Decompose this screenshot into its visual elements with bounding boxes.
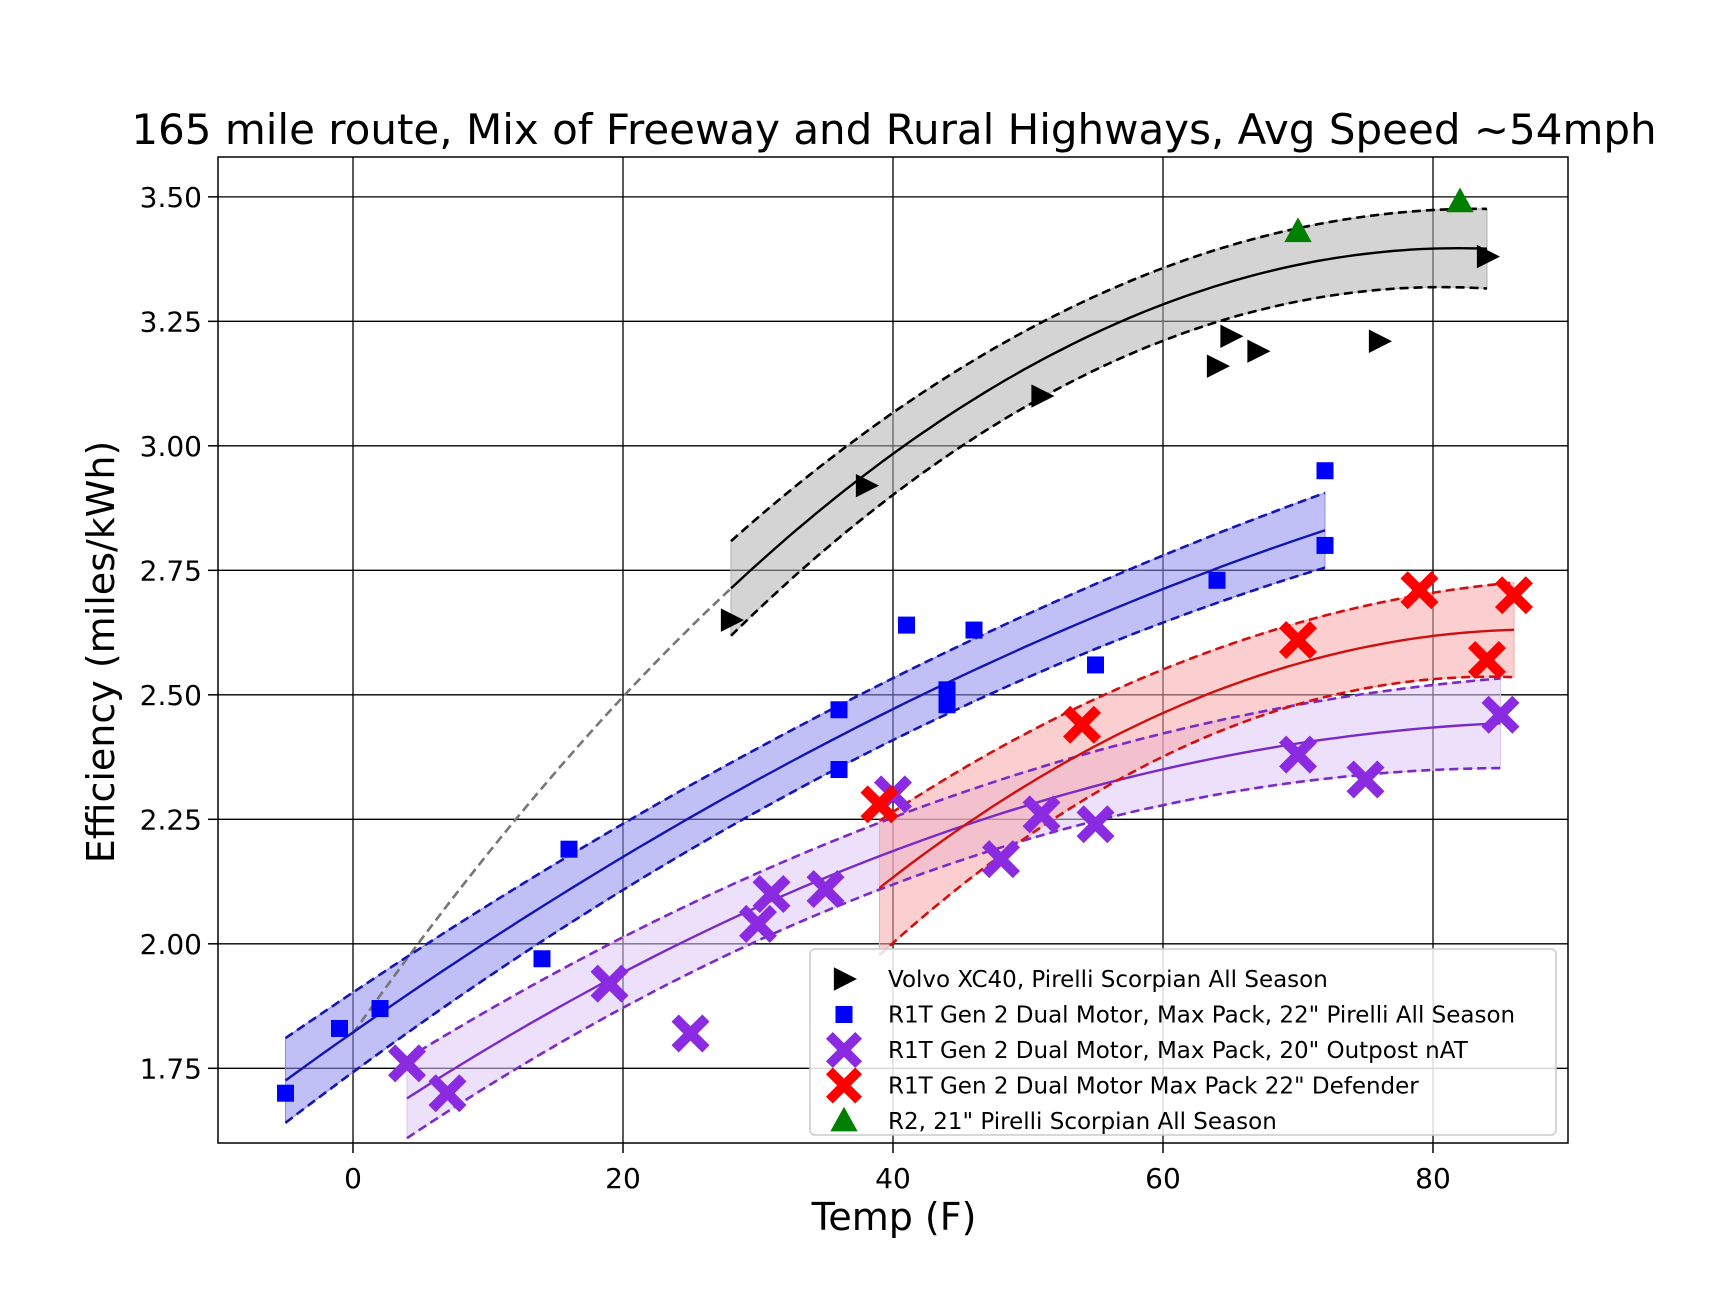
r1t-outpost-20-marker <box>1279 735 1317 774</box>
legend-volvo-xc40-marker <box>833 967 857 991</box>
r1t-pirelli-22-marker <box>1316 462 1334 480</box>
r1t-pirelli-22-marker <box>938 681 956 699</box>
chart-title: 165 mile route, Mix of Freeway and Rural… <box>131 105 1656 154</box>
legend-r2-pirelli-21-marker <box>830 1106 858 1132</box>
x-tick-label: 20 <box>605 1162 641 1195</box>
r2-pirelli-21-marker <box>1284 217 1312 243</box>
volvo-xc40-marker <box>1247 339 1271 363</box>
r1t-outpost-20-marker <box>752 875 791 914</box>
x-tick-label: 80 <box>1415 1162 1451 1195</box>
legend-entry-r1t-defender-22: R1T Gen 2 Dual Motor Max Pack 22" Defend… <box>888 1074 1419 1100</box>
y-tick-label: 3.50 <box>140 181 202 214</box>
volvo-xc40-marker <box>1368 329 1392 353</box>
r1t-defender-22-marker <box>1400 571 1439 610</box>
r1t-outpost-20-marker <box>1346 760 1385 799</box>
legend-entry-r1t-outpost-20: R1T Gen 2 Dual Motor, Max Pack, 20" Outp… <box>888 1038 1469 1064</box>
r1t-outpost-20-marker <box>739 904 777 943</box>
r1t-outpost-20-marker <box>982 840 1020 879</box>
r1t-pirelli-22-marker <box>938 696 956 714</box>
r2-pirelli-21-marker <box>1446 187 1474 213</box>
r1t-pirelli-22-marker <box>277 1084 294 1102</box>
r1t-outpost-20-marker <box>590 964 629 1003</box>
volvo-xc40-marker <box>1220 324 1244 348</box>
volvo-xc40-upper-bound <box>730 207 1488 543</box>
r1t-outpost-20-marker <box>388 1044 426 1083</box>
y-tick-label: 2.25 <box>140 803 202 836</box>
y-axis-label: Efficiency (miles/kWh) <box>79 441 123 864</box>
r1t-defender-22-marker <box>1279 621 1317 660</box>
axis-ticks: 0 20 40 60 80 1.75 2.00 2.25 2.50 2.75 3.00 3.25 3.5… <box>140 181 1451 1195</box>
r1t-outpost-20-marker <box>671 1014 710 1053</box>
fit-lines <box>284 207 1515 1140</box>
legend-box <box>809 948 1557 1136</box>
y-tick-label: 2.50 <box>140 679 202 712</box>
r1t-defender-22-marker <box>1495 576 1533 615</box>
x-tick-label: 60 <box>1145 1162 1181 1195</box>
r1t-pirelli-22-marker <box>1087 656 1104 674</box>
volvo-xc40-marker <box>1206 354 1230 378</box>
x-tick-label: 0 <box>344 1162 362 1195</box>
r1t-pirelli-22-upper-bound <box>284 491 1326 1040</box>
r1t-pirelli-22-marker <box>965 621 983 639</box>
data-points <box>277 187 1533 1113</box>
r1t-pirelli-22-marker <box>1316 536 1334 554</box>
r1t-pirelli-22-marker <box>533 950 551 968</box>
r1t-defender-22-marker <box>1063 705 1101 744</box>
y-tick-label: 2.75 <box>140 554 202 587</box>
r1t-outpost-20-fit-line <box>406 722 1501 1100</box>
y-tick-label: 1.75 <box>140 1052 202 1085</box>
r1t-pirelli-22-marker <box>560 840 578 858</box>
r1t-pirelli-22-fit-line <box>284 529 1326 1082</box>
r1t-outpost-20-marker <box>1481 695 1520 734</box>
r1t-pirelli-22-marker <box>1208 571 1226 589</box>
r1t-outpost-20-marker <box>428 1074 467 1113</box>
legend-entry-volvo-xc40: Volvo XC40, Pirelli Scorpian All Season <box>888 967 1328 993</box>
r1t-pirelli-22-marker <box>830 761 848 779</box>
x-axis-label: Temp (F) <box>811 1195 977 1239</box>
r1t-defender-22-fit-line <box>878 628 1515 889</box>
r1t-outpost-20-upper-bound <box>406 677 1501 1060</box>
legend: Volvo XC40, Pirelli Scorpian All Season R… <box>809 948 1557 1136</box>
r1t-outpost-20-marker <box>1076 805 1115 844</box>
volvo-xc40-marker <box>720 608 744 632</box>
y-tick-label: 3.25 <box>140 305 202 338</box>
volvo-xc40-lower-bound <box>730 285 1488 637</box>
volvo-xc40-marker <box>1476 244 1500 269</box>
volvo-xc40-marker <box>855 473 879 498</box>
r1t-pirelli-22-lower-bound <box>284 566 1326 1124</box>
legend-r1t-outpost-20-marker <box>825 1031 863 1069</box>
r1t-pirelli-22-marker <box>331 1019 348 1037</box>
r1t-defender-22-lower-bound <box>878 675 1515 957</box>
legend-r1t-pirelli-22-marker <box>835 1006 853 1023</box>
x-tick-label: 40 <box>875 1162 911 1195</box>
y-tick-label: 3.00 <box>140 430 202 463</box>
r1t-pirelli-22-marker <box>371 1000 389 1018</box>
y-tick-label: 2.00 <box>140 928 202 961</box>
r1t-outpost-20-lower-bound <box>406 766 1501 1140</box>
r1t-defender-22-marker <box>860 785 899 824</box>
r1t-pirelli-22-marker <box>830 701 848 719</box>
r1t-outpost-20-marker <box>806 870 845 909</box>
legend-entry-r1t-pirelli-22: R1T Gen 2 Dual Motor, Max Pack, 22" Pire… <box>888 1003 1515 1029</box>
r1t-pirelli-22-marker <box>898 616 915 634</box>
volvo-xc40-extrapolation-line <box>351 587 732 1035</box>
legend-r1t-defender-22-marker <box>825 1067 863 1104</box>
volvo-xc40-marker <box>1031 384 1055 408</box>
r1t-outpost-20-marker <box>1022 795 1061 834</box>
legend-entry-r2-pirelli-21: R2, 21" Pirelli Scorpian All Season <box>888 1109 1277 1135</box>
r1t-defender-22-marker <box>1468 640 1506 679</box>
